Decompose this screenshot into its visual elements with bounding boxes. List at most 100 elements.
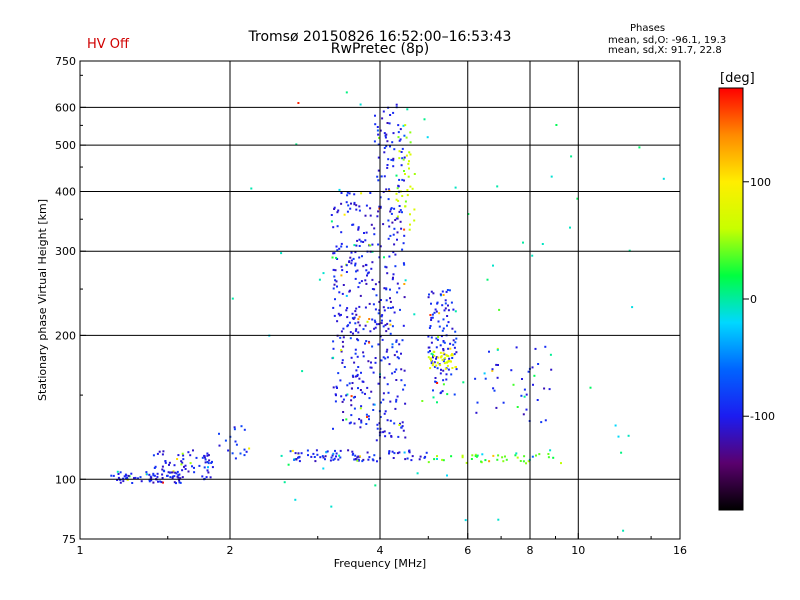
scatter-point (617, 435, 620, 438)
scatter-point (555, 124, 558, 126)
scatter-point (381, 319, 383, 322)
scatter-point (402, 429, 405, 432)
scatter-point (322, 467, 325, 470)
scatter-point (390, 158, 393, 161)
scatter-point (280, 252, 283, 255)
y-tick-label: 600 (55, 101, 76, 114)
scatter-point (131, 482, 134, 484)
scatter-point (388, 450, 391, 453)
scatter-point (243, 428, 246, 431)
scatter-point (429, 314, 432, 316)
scatter-point (340, 245, 343, 248)
scatter-point (446, 354, 449, 357)
scatter-point (380, 175, 383, 178)
scatter-point (399, 422, 401, 425)
scatter-point (218, 444, 221, 447)
scatter-point (435, 364, 438, 367)
scatter-point (543, 387, 546, 390)
scatter-point (339, 456, 342, 459)
scatter-point (336, 320, 339, 323)
scatter-point (376, 460, 378, 463)
scatter-point (360, 280, 363, 283)
scatter-point (439, 293, 442, 296)
scatter-point (406, 189, 409, 191)
scatter-point (336, 258, 339, 260)
scatter-point (350, 399, 353, 402)
scatter-point (496, 376, 499, 379)
scatter-point (393, 227, 396, 230)
scatter-point (444, 307, 447, 310)
scatter-point (403, 263, 406, 266)
scatter-point (307, 454, 309, 457)
scatter-point (474, 455, 477, 457)
scatter-point (357, 286, 360, 289)
scatter-point (380, 401, 382, 404)
scatter-point (445, 373, 448, 376)
scatter-point (442, 318, 445, 321)
scatter-point (442, 360, 445, 363)
scatter-point (436, 361, 439, 364)
scatter-point (444, 367, 447, 370)
scatter-point (442, 327, 445, 330)
scatter-point (354, 262, 357, 265)
scatter-point (342, 411, 345, 413)
scatter-point (387, 198, 390, 201)
scatter-point (207, 466, 209, 469)
x-axis-label: Frequency [MHz] (334, 557, 426, 570)
scatter-point (434, 380, 437, 383)
scatter-point (454, 310, 457, 313)
scatter-point (204, 458, 207, 461)
scatter-point (356, 459, 359, 462)
scatter-point (386, 356, 389, 359)
scatter-point (378, 205, 381, 208)
scatter-point (181, 452, 184, 455)
scatter-point (538, 453, 541, 456)
scatter-point (150, 476, 153, 479)
x-tick-label: 8 (527, 544, 534, 557)
scatter-point (329, 459, 332, 462)
scatter-point (378, 309, 381, 312)
scatter-point (382, 223, 385, 226)
scatter-point (365, 231, 368, 234)
scatter-point (169, 471, 171, 474)
colorbar-tick-label: 0 (750, 293, 757, 306)
scatter-point (174, 471, 177, 474)
scatter-point (352, 317, 355, 320)
scatter-point (152, 474, 155, 477)
scatter-point (560, 462, 562, 465)
scatter-point (432, 362, 435, 365)
scatter-point (355, 313, 358, 316)
scatter-point (411, 455, 414, 458)
scatter-point (297, 456, 299, 459)
scatter-point (436, 455, 438, 458)
scatter-point (403, 179, 405, 182)
scatter-point (335, 452, 338, 455)
scatter-point (353, 361, 356, 364)
scatter-point (337, 209, 340, 212)
scatter-point (346, 194, 349, 197)
scatter-point (440, 355, 443, 358)
scatter-point (405, 136, 408, 139)
scatter-point (409, 141, 412, 144)
scatter-point (353, 203, 356, 206)
scatter-point (182, 454, 185, 457)
scatter-point (388, 255, 391, 258)
x-tick-label: 16 (673, 544, 687, 557)
scatter-point (389, 210, 392, 213)
scatter-point (488, 460, 491, 463)
scatter-point (297, 102, 300, 104)
scatter-point (521, 378, 523, 380)
scatter-point (353, 316, 356, 319)
scatter-point (371, 261, 374, 264)
scatter-point (332, 268, 335, 271)
scatter-point (358, 209, 361, 212)
scatter-point (383, 376, 386, 379)
scatter-point (432, 396, 435, 399)
scatter-points (110, 91, 665, 532)
scatter-point (428, 327, 431, 329)
scatter-point (384, 136, 387, 139)
scatter-point (416, 472, 419, 475)
scatter-point (361, 391, 364, 394)
scatter-point (334, 269, 337, 272)
scatter-point (447, 304, 449, 307)
